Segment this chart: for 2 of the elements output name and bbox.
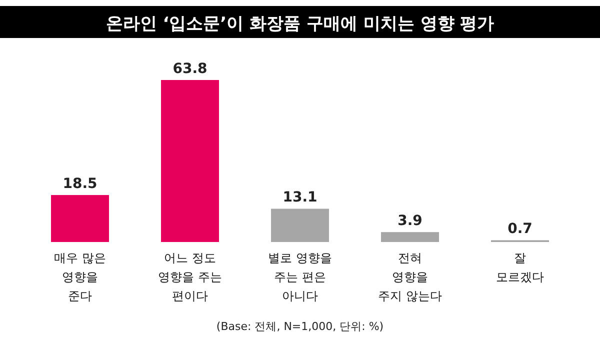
annotation: (Base: 전체, N=1,000, 단위: %) (216, 320, 384, 333)
title: 온라인 ‘입소문’이 화장품 구매에 미치는 영향 평가 (106, 14, 494, 34)
